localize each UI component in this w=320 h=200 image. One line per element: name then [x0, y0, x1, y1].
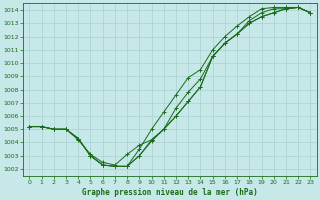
X-axis label: Graphe pression niveau de la mer (hPa): Graphe pression niveau de la mer (hPa) — [82, 188, 258, 197]
